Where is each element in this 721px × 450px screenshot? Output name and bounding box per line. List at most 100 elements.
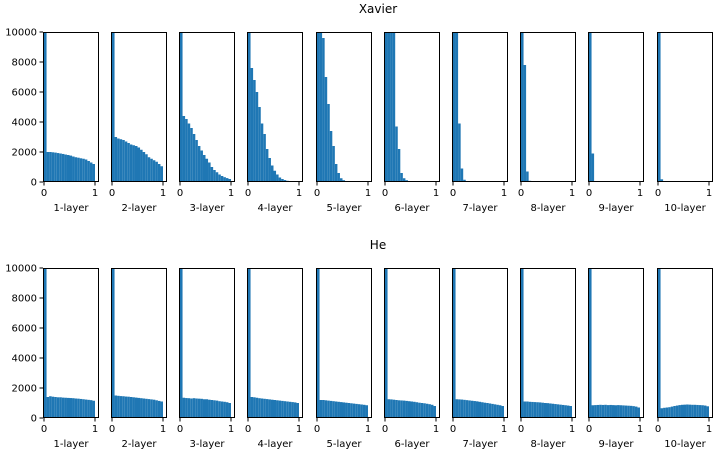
axes-frame xyxy=(179,32,235,182)
histogram-bar xyxy=(531,401,534,418)
histogram-bar xyxy=(202,399,206,418)
histogram-bar xyxy=(387,32,391,182)
histogram-bar xyxy=(49,152,52,182)
histogram-bar xyxy=(632,406,635,418)
x-tick-label: 0 xyxy=(518,424,524,435)
histogram-bar xyxy=(332,401,335,418)
histogram-bar xyxy=(77,398,80,418)
histogram-bar xyxy=(117,138,120,182)
x-axis-label: 5-layer xyxy=(326,439,362,450)
x-axis-label: 5-layer xyxy=(326,203,362,214)
histogram-bar xyxy=(468,400,471,418)
histogram-bar xyxy=(481,402,484,418)
histogram-bar xyxy=(420,403,424,418)
histogram-bar xyxy=(291,402,294,418)
histogram-bar xyxy=(160,166,163,182)
histogram-bar xyxy=(215,400,219,418)
histogram-panel: 0 15-layer xyxy=(314,32,372,214)
histogram-bar xyxy=(334,401,338,418)
histogram-bar xyxy=(453,32,456,182)
histogram-bar xyxy=(686,404,689,418)
histogram-bar xyxy=(66,155,70,182)
histogram-bar xyxy=(428,404,431,418)
histogram-bar xyxy=(355,403,358,418)
axes-frame xyxy=(520,32,576,182)
histogram-bar xyxy=(324,77,328,182)
histogram-bar xyxy=(155,161,158,182)
histogram-bar xyxy=(526,171,529,182)
histogram-bar xyxy=(693,404,697,418)
histogram-bar xyxy=(79,398,83,418)
histogram-bar xyxy=(187,123,191,182)
axes-frame xyxy=(43,32,99,182)
x-tick-label: 1 xyxy=(569,424,575,435)
histogram-panel: 0 14-layer xyxy=(245,268,303,450)
histogram-bar xyxy=(276,400,279,418)
histogram-bar xyxy=(140,149,143,182)
x-tick-label: 1 xyxy=(706,424,712,435)
histogram-bar xyxy=(696,404,699,418)
x-axis-label: 10-layer xyxy=(664,439,706,450)
histogram-bar xyxy=(114,137,118,182)
x-tick-label: 1 xyxy=(160,424,166,435)
histogram-bar xyxy=(324,400,328,418)
histogram-bar xyxy=(132,145,135,182)
x-tick-label: 0 xyxy=(655,424,661,435)
histogram-bar xyxy=(387,399,391,418)
histogram-bar xyxy=(683,404,687,418)
histogram-bar xyxy=(334,164,338,182)
x-tick-label: 1 xyxy=(160,188,166,199)
histogram-bar xyxy=(606,405,610,418)
histogram-bar xyxy=(180,32,183,182)
histogram-bar xyxy=(337,401,340,418)
histogram-bar xyxy=(220,176,224,182)
histogram-bar xyxy=(385,32,388,182)
histogram-bar xyxy=(54,152,57,182)
histogram-bar xyxy=(521,32,524,182)
bars-group xyxy=(317,32,363,182)
histogram-bar xyxy=(250,68,254,182)
histogram-bar xyxy=(390,399,393,418)
x-tick-label: 1 xyxy=(433,188,439,199)
histogram-bar xyxy=(352,403,356,418)
histogram-bar xyxy=(589,32,592,182)
x-tick-label: 1 xyxy=(92,188,98,199)
x-tick-label: 1 xyxy=(296,424,302,435)
axes-frame xyxy=(588,32,644,182)
histogram-bar xyxy=(119,396,123,418)
histogram-bar xyxy=(365,405,368,418)
histogram-bar xyxy=(129,144,133,182)
histogram-bar xyxy=(200,150,203,182)
histogram-bar xyxy=(273,170,277,182)
histogram-bar xyxy=(44,32,47,182)
histogram-bar xyxy=(132,397,135,418)
histogram-bar xyxy=(127,396,130,418)
histogram-panel: 0 1 0 2000 4000 6000 8000 10000 1-layer xyxy=(5,28,99,214)
histogram-bar xyxy=(400,173,403,182)
x-tick-label: 0 xyxy=(109,188,115,199)
x-tick-label: 0 xyxy=(41,188,47,199)
histogram-bar xyxy=(260,123,264,182)
histogram-bar xyxy=(255,397,259,418)
bars-group xyxy=(658,32,669,182)
x-tick-label: 0 xyxy=(41,424,47,435)
x-tick-label: 1 xyxy=(92,424,98,435)
histogram-bar xyxy=(223,177,226,182)
histogram-bar xyxy=(117,395,120,418)
histogram-bar xyxy=(72,156,75,182)
histogram-bar xyxy=(488,403,492,418)
histogram-bar xyxy=(278,177,282,182)
histogram-bar xyxy=(190,398,193,418)
histogram-bar xyxy=(329,131,333,182)
histogram-bar xyxy=(44,268,47,418)
axes-frame xyxy=(111,32,167,182)
histogram-bar xyxy=(74,157,78,182)
histogram-bar xyxy=(61,397,65,418)
histogram-bar xyxy=(425,403,429,418)
histogram-bar xyxy=(453,268,456,418)
histogram-bar xyxy=(478,401,482,418)
histogram-bar xyxy=(347,403,351,418)
axes-frame xyxy=(179,268,235,418)
histogram-panel: 0 110-layer xyxy=(655,268,713,450)
